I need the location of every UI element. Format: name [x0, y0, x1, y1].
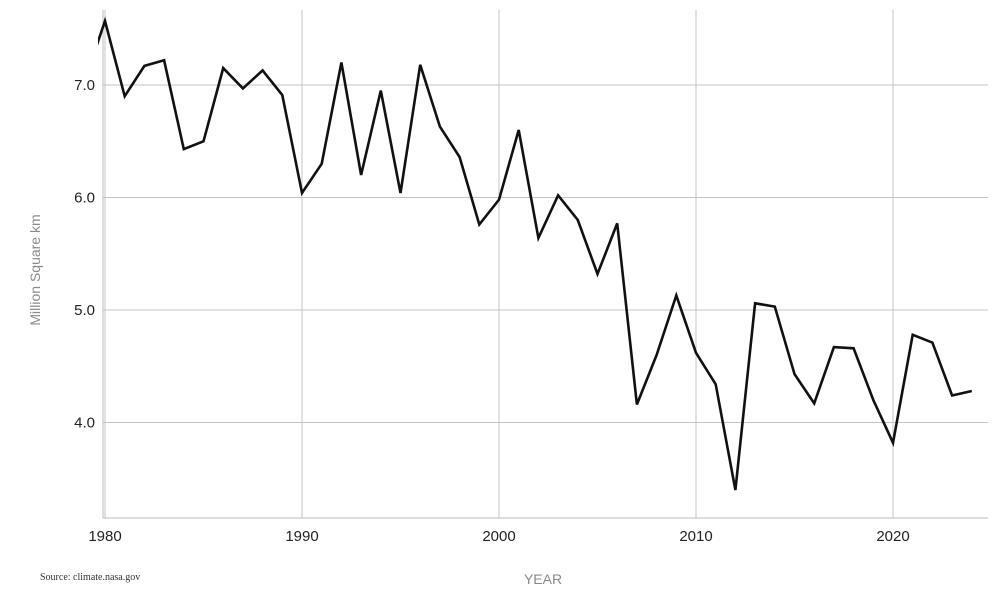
x-axis-ticks: 1980 1990 2000 2010 2020: [88, 528, 909, 545]
plot-frame: [102, 10, 988, 519]
x-tick-label: 1990: [285, 528, 318, 545]
y-tick-label: 4.0: [74, 415, 95, 432]
series-line-layer: [98, 16, 973, 491]
grid: [103, 10, 988, 518]
x-tick-label: 2010: [679, 528, 712, 545]
x-tick-label: 2020: [876, 528, 909, 545]
y-tick-label: 5.0: [74, 302, 95, 319]
x-tick-label: 1980: [88, 528, 121, 545]
y-axis-ticks: 4.0 5.0 6.0 7.0: [74, 77, 95, 432]
x-axis-title: YEAR: [524, 571, 562, 587]
y-tick-label: 7.0: [74, 77, 95, 94]
y-axis-title: Million Square km: [27, 214, 43, 325]
series-line: [98, 16, 973, 491]
source-note: Source: climate.nasa.gov: [40, 572, 141, 583]
y-tick-label: 6.0: [74, 190, 95, 207]
x-tick-label: 2000: [482, 528, 515, 545]
